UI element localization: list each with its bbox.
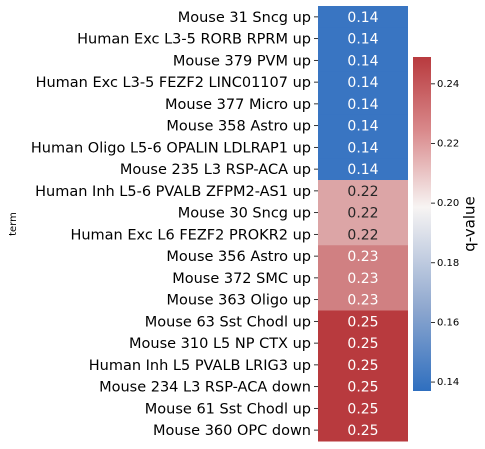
heatmap-cell [318, 93, 408, 116]
colorbar-tick-label: 0.14 [437, 377, 459, 388]
row-tick-label: Mouse 235 L3 RSP-ACA up [120, 162, 311, 178]
heatmap-cell [318, 332, 408, 355]
heatmap-cells: 0.14 0.14 0.14 0.14 0.14 0.14 0.14 0.14 0.22 0.22… [318, 6, 408, 442]
row-tick-label: Mouse 30 Sncg up [178, 206, 311, 222]
cell-value-label: 0.23 [347, 249, 378, 265]
row-tick-label: Human Exc L6 FEZF2 PROKR2 up [70, 227, 311, 243]
cell-value-label: 0.25 [347, 423, 378, 439]
row-tick-label: Human Inh L5-6 PVALB ZFPM2-AS1 up [35, 184, 311, 200]
row-tick-label: Mouse 234 L3 RSP-ACA down [99, 380, 311, 396]
row-tick-label: Mouse 377 Micro up [165, 97, 311, 113]
cell-value-label: 0.14 [347, 10, 378, 26]
colorbar-tick-label: 0.22 [437, 138, 459, 149]
cell-value-label: 0.25 [347, 314, 378, 330]
row-tick-label: Mouse 372 SMC up [172, 271, 311, 287]
cell-value-label: 0.14 [347, 119, 378, 135]
cell-value-label: 0.14 [347, 140, 378, 156]
colorbar-label: q-value [461, 196, 479, 252]
colorbar [413, 57, 431, 391]
heatmap-cell [318, 71, 408, 94]
heatmap-cell [318, 267, 408, 290]
heatmap-cell [318, 245, 408, 268]
cell-value-label: 0.23 [347, 293, 378, 309]
heatmap-cell [318, 201, 408, 224]
heatmap-cell [318, 397, 408, 420]
cell-value-label: 0.25 [347, 336, 378, 352]
row-tick-label: Human Inh L5 PVALB LRIG3 up [89, 358, 311, 374]
heatmap-cell [318, 49, 408, 72]
row-tick-label: Mouse 360 OPC down [153, 423, 311, 439]
row-tick-label: Mouse 61 Sst Chodl up [145, 401, 311, 417]
cell-value-label: 0.14 [347, 162, 378, 178]
heatmap-cell [318, 288, 408, 311]
heatmap-cell [318, 180, 408, 203]
heatmap-cell [318, 419, 408, 442]
colorbar-tick-label: 0.18 [437, 258, 459, 269]
heatmap-cell [318, 114, 408, 137]
cell-value-label: 0.22 [347, 227, 378, 243]
heatmap-cell [318, 27, 408, 50]
row-tick-label: Human Oligo L5-6 OPALIN LDLRAP1 up [31, 140, 311, 156]
row-tick-label: Mouse 363 Oligo up [167, 293, 312, 309]
row-tick-label: Mouse 379 PVM up [173, 53, 311, 69]
row-tick-label: Mouse 31 Sncg up [178, 10, 311, 26]
colorbar-tick-label: 0.24 [437, 79, 459, 90]
heatmap-cell [318, 6, 408, 29]
colorbar-tick-label: 0.16 [437, 317, 459, 328]
heatmap-cell [318, 354, 408, 377]
row-tick-label: Human Exc L3-5 FEZF2 LINC01107 up [36, 75, 311, 91]
row-tick-label: Mouse 356 Astro up [166, 249, 311, 265]
cell-value-label: 0.14 [347, 97, 378, 113]
cell-value-label: 0.23 [347, 271, 378, 287]
cell-value-label: 0.22 [347, 184, 378, 200]
row-labels: Mouse 31 Sncg up Human Exc L3-5 RORB RPRM… [31, 10, 318, 439]
cell-value-label: 0.14 [347, 32, 378, 48]
cell-value-label: 0.25 [347, 401, 378, 417]
cell-value-label: 0.14 [347, 53, 378, 69]
heatmap-cell [318, 136, 408, 159]
row-tick-label: Mouse 63 Sst Chodl up [145, 314, 311, 330]
cell-value-label: 0.25 [347, 358, 378, 374]
cell-value-label: 0.14 [347, 75, 378, 91]
row-tick-label: Mouse 310 L5 NP CTX up [129, 336, 311, 352]
row-tick-label: Mouse 358 Astro up [166, 119, 311, 135]
heatmap-cell [318, 310, 408, 333]
heatmap-cell [318, 375, 408, 398]
row-tick-label: Human Exc L3-5 RORB RPRM up [77, 32, 311, 48]
colorbar-ticks: 0.14 0.16 0.18 0.20 0.22 0.24 [431, 79, 459, 388]
heatmap-cell [318, 158, 408, 181]
y-axis-label: term [8, 212, 19, 236]
heatmap-cell [318, 223, 408, 246]
cell-value-label: 0.25 [347, 380, 378, 396]
cell-value-label: 0.22 [347, 206, 378, 222]
colorbar-tick-label: 0.20 [437, 198, 459, 209]
